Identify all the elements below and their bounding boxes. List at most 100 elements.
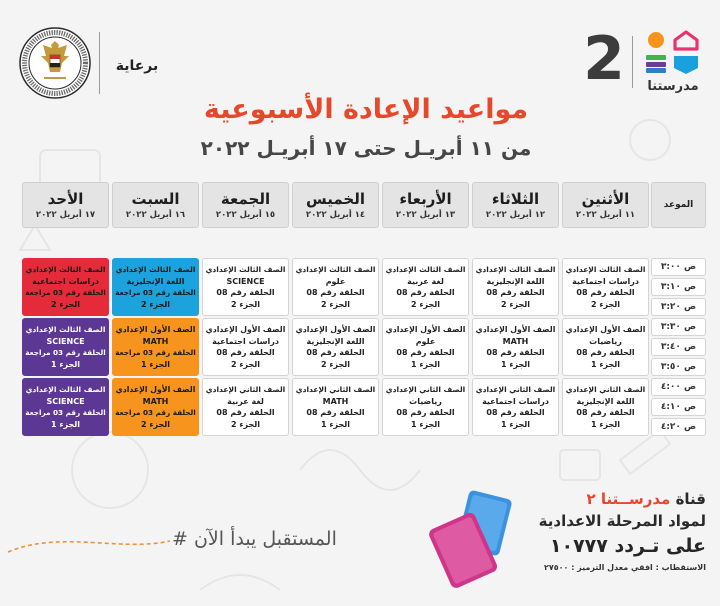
time-slot: ٣:١٠ ص [651, 278, 706, 296]
program-episode: الحلقة رقم 03 مراجعة [25, 347, 106, 359]
program-grade: الصف الثالث الإعدادي [205, 264, 286, 276]
day-name: الخميس [294, 189, 377, 209]
logo-divider [632, 36, 633, 88]
channel-name-line: قناة مدرســتنا ٢ [526, 490, 706, 509]
program-cell: الصف الأول الإعدادي MATH الحلقة رقم 03 مرا… [112, 318, 199, 376]
program-grade: الصف الثالث الإعدادي [565, 264, 646, 276]
day-header: الأحد ١٧ أبريل ٢٠٢٢ [22, 182, 109, 228]
day-name: الثلاثاء [474, 189, 557, 209]
logo-house-icon [672, 29, 700, 51]
program-part: الجزء 2 [25, 299, 106, 311]
program-cell: الصف الثالث الإعدادي SCIENCE الحلقة رقم 08… [202, 258, 289, 316]
program-cell: الصف الثالث الإعدادي SCIENCE الحلقة رقم 03… [22, 318, 109, 376]
program-grade: الصف الأول الإعدادي [205, 324, 286, 336]
program-subject: دراسات اجتماعية [25, 276, 106, 288]
page-title: مواعيد الإعادة الأسبوعية [86, 92, 646, 128]
program-episode: الحلقة رقم 08 [385, 347, 466, 359]
day-name: السبت [114, 189, 197, 209]
day-date: ١٤ أبريل ٢٠٢٢ [294, 209, 377, 221]
program-cell: الصف الثالث الإعدادي دراسات اجتماعية الحلق… [562, 258, 649, 316]
program-part: الجزء 1 [25, 419, 106, 431]
program-grade: الصف الأول الإعدادي [565, 324, 646, 336]
channel-number: 2 [580, 24, 628, 94]
program-subject: لغة عربية [205, 396, 286, 408]
date-range-subtitle: من ١١ أبريـل حتى ١٧ أبريـل ٢٠٢٢ [166, 134, 566, 162]
program-cell: الصف الثالث الإعدادي علوم الحلقة رقم 08 الج… [292, 258, 379, 316]
madrasetna-logo: مدرستنا [640, 28, 706, 98]
program-grade: الصف الثاني الإعدادي [295, 384, 376, 396]
day-header: الأربعاء ١٣ أبريل ٢٠٢٢ [382, 182, 469, 228]
program-cell: الصف الثالث الإعدادي اللغة الإنجليزية الحل… [112, 258, 199, 316]
program-subject: SCIENCE [25, 396, 106, 408]
logo-stripes [646, 55, 666, 73]
program-grade: الصف الثالث الإعدادي [115, 264, 196, 276]
time-label: ٣:٠٠ ص [653, 262, 704, 272]
day-date: ١٦ أبريل ٢٠٢٢ [114, 209, 197, 221]
program-cell: الصف الأول الإعدادي اللغة الإنجليزية الحلق… [292, 318, 379, 376]
logo-book-icon [672, 53, 700, 75]
program-episode: الحلقة رقم 03 مراجعة [25, 407, 106, 419]
program-subject: رياضيات [385, 396, 466, 408]
time-label: ٤:٢٠ ص [653, 422, 704, 432]
program-part: الجزء 2 [475, 299, 556, 311]
program-episode: الحلقة رقم 08 [295, 287, 376, 299]
ministry-seal-logo [18, 26, 92, 100]
program-episode: الحلقة رقم 08 [565, 347, 646, 359]
program-cell: الصف الثالث الإعدادي دراسات اجتماعية الحلق… [22, 258, 109, 316]
program-subject: رياضيات [565, 336, 646, 348]
channel-prefix: قناة [676, 490, 706, 508]
program-grade: الصف الأول الإعدادي [115, 384, 196, 396]
day-header: الأثنين ١١ أبريل ٢٠٢٢ [562, 182, 649, 228]
time-slot: ٣:٠٠ ص [651, 258, 706, 276]
program-episode: الحلقة رقم 08 [205, 347, 286, 359]
time-slot: ٣:٥٠ ص [651, 358, 706, 376]
program-part: الجزء 1 [115, 359, 196, 371]
program-subject: اللغة الإنجليزية [475, 276, 556, 288]
program-episode: الحلقة رقم 08 [205, 407, 286, 419]
time-label: ٣:٢٠ ص [653, 302, 704, 312]
program-grade: الصف الأول الإعدادي [295, 324, 376, 336]
program-cell: الصف الثاني الإعدادي رياضيات الحلقة رقم 08… [382, 378, 469, 436]
program-episode: الحلقة رقم 08 [565, 407, 646, 419]
program-episode: الحلقة رقم 08 [385, 287, 466, 299]
program-subject: دراسات اجتماعية [205, 336, 286, 348]
time-slot: ٣:٤٠ ص [651, 338, 706, 356]
hashtag-slogan: # المستقبل يبدأ الآن [172, 526, 382, 552]
program-part: الجزء 1 [475, 419, 556, 431]
program-grade: الصف الثالث الإعدادي [25, 384, 106, 396]
program-episode: الحلقة رقم 03 مراجعة [25, 287, 106, 299]
program-subject: لغة عربية [385, 276, 466, 288]
program-cell: الصف الأول الإعدادي MATH الحلقة رقم 03 مرا… [112, 378, 199, 436]
program-episode: الحلقة رقم 03 مراجعة [115, 287, 196, 299]
program-grade: الصف الأول الإعدادي [385, 324, 466, 336]
day-header: الخميس ١٤ أبريل ٢٠٢٢ [292, 182, 379, 228]
program-episode: الحلقة رقم 08 [385, 407, 466, 419]
day-header: الثلاثاء ١٢ أبريل ٢٠٢٢ [472, 182, 559, 228]
program-cell: الصف الثاني الإعدادي دراسات اجتماعية الحلق… [472, 378, 559, 436]
program-grade: الصف الثالث الإعدادي [295, 264, 376, 276]
day-name: الأحد [24, 189, 107, 209]
program-cell: الصف الثاني الإعدادي MATH الحلقة رقم 08 الج… [292, 378, 379, 436]
program-cell: الصف الأول الإعدادي رياضيات الحلقة رقم 08 ا… [562, 318, 649, 376]
program-grade: الصف الثاني الإعدادي [385, 384, 466, 396]
program-subject: علوم [385, 336, 466, 348]
time-label: ٣:٣٠ ص [653, 322, 704, 332]
time-slot: ٣:٢٠ ص [651, 298, 706, 316]
program-grade: الصف الثالث الإعدادي [25, 264, 106, 276]
program-part: الجزء 1 [565, 419, 646, 431]
program-episode: الحلقة رقم 08 [205, 287, 286, 299]
technical-info-line: الاستقطاب : افقي معدل الترميز : ٢٧٥٠٠ [526, 562, 706, 574]
logo-text: مدرستنا [640, 79, 706, 94]
program-cell: الصف الأول الإعدادي MATH الحلقة رقم 08 الجز… [472, 318, 559, 376]
day-header: السبت ١٦ أبريل ٢٠٢٢ [112, 182, 199, 228]
program-subject: دراسات اجتماعية [475, 396, 556, 408]
program-part: الجزء 2 [565, 299, 646, 311]
time-label: ٣:١٠ ص [653, 282, 704, 292]
program-part: الجزء 2 [295, 299, 376, 311]
program-part: الجزء 1 [475, 359, 556, 371]
program-grade: الصف الأول الإعدادي [475, 324, 556, 336]
program-cell: الصف الأول الإعدادي دراسات اجتماعية الحلقة… [202, 318, 289, 376]
program-grade: الصف الثالث الإعدادي [25, 324, 106, 336]
program-cell: الصف الثالث الإعدادي اللغة الإنجليزية الحل… [472, 258, 559, 316]
program-subject: اللغة الإنجليزية [115, 276, 196, 288]
